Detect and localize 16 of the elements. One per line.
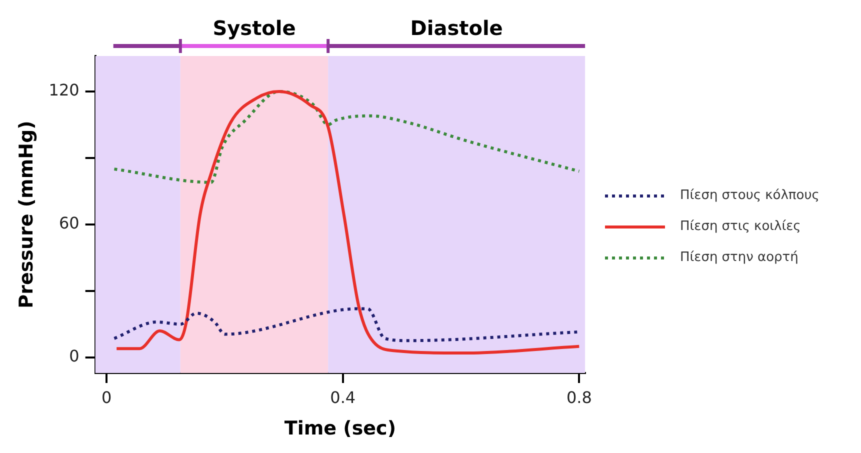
band-label: Systole [212,16,296,40]
line-series [115,90,581,355]
x-tick-label: 0.4 [330,388,356,407]
y-tick-label: 60 [58,214,80,233]
band-label: Diastole [410,16,503,40]
y-tick-label: 0 [69,346,80,366]
legend-label: Πίεση στις κοιλίες [680,219,801,234]
y-axis-title: Pressure (mmHg) [15,120,38,308]
x-tick-label: 0 [101,388,112,407]
legend-label: Πίεση στους κόλπους [680,188,820,203]
line-series [112,307,580,342]
x-tick-label: 0.8 [566,388,592,407]
x-axis-title: Time (sec) [284,418,396,440]
line-series [112,90,581,184]
y-tick-label: 120 [48,80,80,100]
legend-label: Πίεση στην αορτή [680,250,798,265]
